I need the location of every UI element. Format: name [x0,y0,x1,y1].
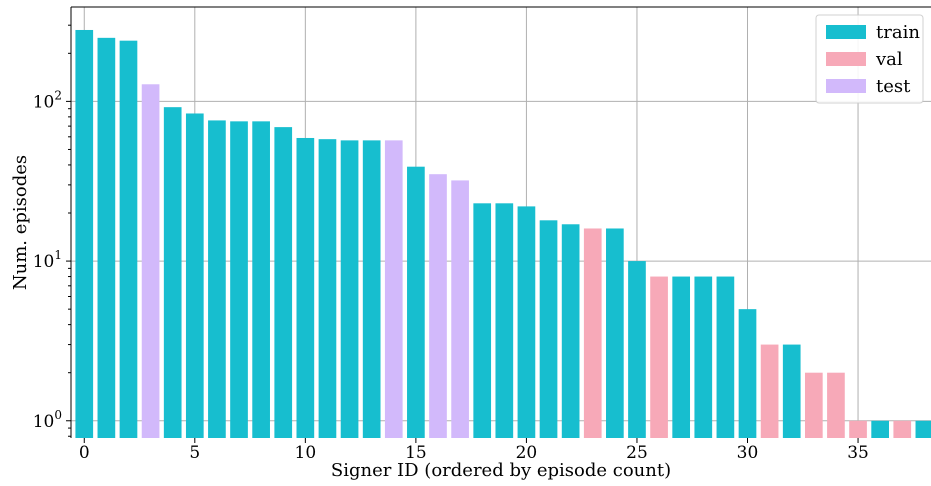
bar-train [562,224,580,438]
bar-test [451,180,469,438]
bar-test [385,140,403,438]
bar-train [208,120,226,438]
x-tick-label: 0 [79,443,90,463]
bar-train [672,277,690,438]
bar-train [540,220,558,438]
bar-train [186,113,204,438]
legend-swatch-test [826,79,866,93]
bar-train [297,138,315,438]
bar-val [827,373,845,438]
bar-train [518,206,536,438]
bar-train [341,140,359,438]
legend-label-train: train [876,22,920,43]
bar-train [717,277,735,438]
bar-val [805,373,823,438]
bar-train [98,38,116,438]
bar-train [274,127,292,438]
bar-test [142,84,160,438]
bar-train [628,261,646,438]
y-tick-label: 100 [33,408,62,432]
bar-val [761,345,779,438]
bar-train [694,277,712,438]
bar-train [319,139,337,438]
bar-train [916,421,931,438]
bar-train [230,121,248,438]
x-axis-label: Signer ID (ordered by episode count) [331,460,671,481]
bar-train [120,41,138,438]
legend-swatch-train [826,25,866,39]
y-axis-label: Num. episodes [10,155,31,290]
bar-val [893,421,911,438]
bar-train [363,140,381,438]
x-tick-label: 35 [847,443,869,463]
bar-val [584,228,602,438]
legend-label-val: val [875,49,903,70]
x-tick-label: 10 [295,443,317,463]
bar-train [407,167,425,438]
x-tick-label: 30 [737,443,759,463]
bar-train [164,107,182,438]
bar-train [473,203,491,438]
y-tick-label: 101 [33,248,62,272]
x-tick-label: 5 [189,443,200,463]
bar-test [429,174,447,438]
legend-swatch-val [826,52,866,66]
bar-train [75,30,93,438]
legend: train val test [816,15,923,103]
bar-val [650,277,668,438]
legend-label-test: test [876,76,911,97]
bar-val [849,421,867,438]
bar-train [739,309,757,438]
bar-train [783,345,801,438]
y-tick-label: 102 [33,88,62,112]
bar-train [606,228,624,438]
bar-train [495,203,513,438]
bars [75,30,931,438]
bar-train [252,121,270,438]
bar-train [871,421,889,438]
